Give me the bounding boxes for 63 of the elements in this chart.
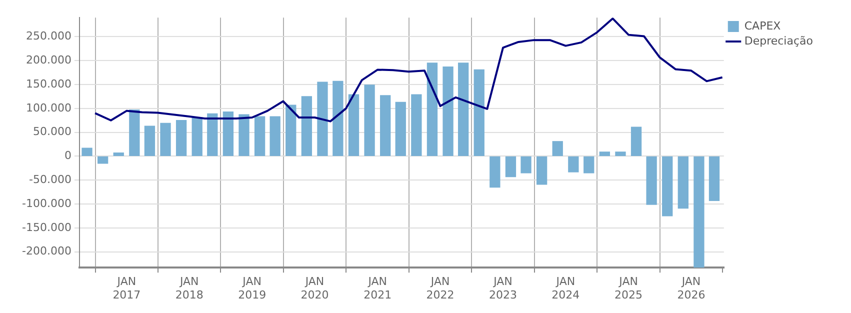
- bar: [426, 62, 438, 156]
- x-tick-label: JAN 2023: [488, 275, 517, 302]
- bar: [662, 156, 673, 216]
- x-tick-label: JAN 2021: [364, 275, 392, 302]
- bar: [708, 156, 720, 202]
- y-tick-label: 150.000: [26, 77, 72, 90]
- bar: [97, 156, 108, 164]
- bar: [442, 66, 454, 156]
- bar: [694, 156, 704, 268]
- x-tick-label: JAN 2018: [175, 275, 204, 302]
- bar: [192, 117, 202, 156]
- legend-label: Depreciação: [744, 34, 814, 48]
- legend-label: CAPEX: [744, 19, 782, 32]
- y-tick-label: -50.000: [28, 172, 72, 186]
- bar: [490, 156, 500, 188]
- bar: [176, 120, 187, 156]
- bar: [129, 110, 140, 156]
- y-tick-label: 250.000: [26, 30, 72, 43]
- x-tick-label: JAN 2024: [552, 275, 580, 302]
- y-tick-label: 50.000: [32, 125, 72, 138]
- y-tick-label: -100.000: [22, 196, 72, 210]
- bar: [160, 122, 171, 156]
- bar: [584, 156, 594, 174]
- bar: [520, 156, 532, 174]
- bar: [552, 141, 563, 156]
- bar: [207, 113, 218, 156]
- x-tick-label: JAN 2017: [112, 275, 141, 302]
- bar: [568, 156, 579, 172]
- bar: [113, 152, 124, 156]
- bar: [238, 114, 250, 156]
- bar: [395, 102, 406, 156]
- x-tick-label: JAN 2020: [300, 275, 329, 302]
- bar: [364, 84, 375, 156]
- y-tick-label: -150.000: [22, 220, 72, 234]
- y-tick-label: 100.000: [26, 101, 72, 114]
- bar: [286, 104, 296, 156]
- bar: [630, 126, 642, 156]
- bar: [380, 95, 391, 156]
- bar: [678, 156, 688, 209]
- bar: [301, 96, 312, 156]
- y-tick-label: -200.000: [22, 244, 72, 258]
- bar: [348, 94, 360, 156]
- bar: [458, 62, 469, 156]
- x-tick-label: JAN 2019: [238, 275, 266, 302]
- bar: [505, 156, 516, 178]
- y-tick-label: 0: [64, 149, 72, 162]
- x-tick-label: JAN 2025: [614, 275, 643, 302]
- bar: [144, 126, 156, 156]
- x-tick-label: JAN 2026: [677, 275, 706, 302]
- bar: [270, 116, 280, 156]
- bar: [536, 156, 548, 185]
- bar: [317, 82, 328, 156]
- bar: [222, 111, 234, 156]
- bar: [254, 116, 266, 156]
- bar: [332, 80, 344, 156]
- bar: [599, 152, 610, 156]
- x-tick-label: JAN 2022: [426, 275, 454, 302]
- bar: [646, 156, 657, 205]
- bar: [615, 152, 626, 156]
- bar: [82, 148, 92, 156]
- y-tick-label: 200.000: [26, 53, 72, 66]
- bar: [411, 94, 422, 156]
- bar: [474, 69, 484, 156]
